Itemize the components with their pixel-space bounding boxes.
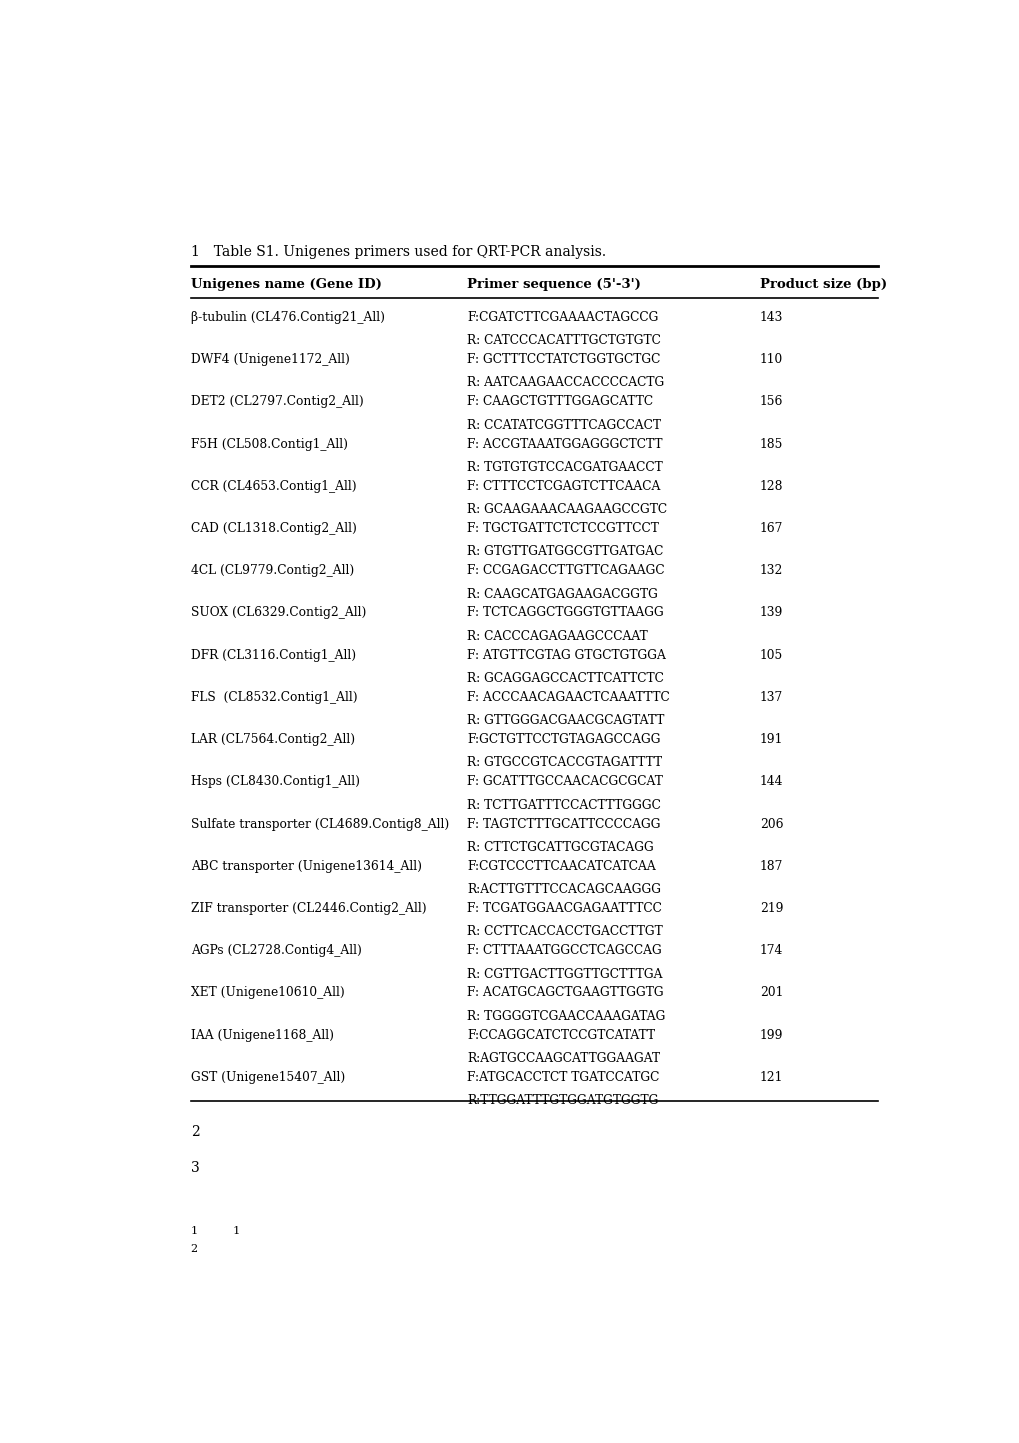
- Text: 137: 137: [759, 691, 783, 704]
- Text: ZIF transporter (CL2446.Contig2_All): ZIF transporter (CL2446.Contig2_All): [191, 902, 426, 915]
- Text: 219: 219: [759, 902, 783, 915]
- Text: F:ATGCACCTCT TGATCCATGC: F:ATGCACCTCT TGATCCATGC: [467, 1071, 659, 1084]
- Text: F:CGTCCCTTCAACATCATCAA: F:CGTCCCTTCAACATCATCAA: [467, 860, 655, 873]
- Text: R: CCTTCACCACCTGACCTTGT: R: CCTTCACCACCTGACCTTGT: [467, 925, 662, 938]
- Text: 128: 128: [759, 481, 783, 494]
- Text: 110: 110: [759, 354, 783, 367]
- Text: R: TGTGTGTCCACGATGAACCT: R: TGTGTGTCCACGATGAACCT: [467, 460, 662, 473]
- Text: R: TGGGGTCGAACCAAAGATAG: R: TGGGGTCGAACCAAAGATAG: [467, 1010, 665, 1023]
- Text: R: CTTCTGCATTGCGTACAGG: R: CTTCTGCATTGCGTACAGG: [467, 841, 653, 854]
- Text: 132: 132: [759, 564, 783, 577]
- Text: R: CATCCCACATTTGCTGTGTC: R: CATCCCACATTTGCTGTGTC: [467, 335, 660, 348]
- Text: Sulfate transporter (CL4689.Contig8_All): Sulfate transporter (CL4689.Contig8_All): [191, 818, 448, 831]
- Text: Primer sequence (5'-3'): Primer sequence (5'-3'): [467, 277, 641, 290]
- Text: 3: 3: [191, 1162, 200, 1175]
- Text: R:TTGGATTTGTGGATGTGGTG: R:TTGGATTTGTGGATGTGGTG: [467, 1094, 658, 1107]
- Text: 206: 206: [759, 818, 783, 831]
- Text: IAA (Unigene1168_All): IAA (Unigene1168_All): [191, 1029, 333, 1042]
- Text: F: TCGATGGAACGAGAATTTCC: F: TCGATGGAACGAGAATTTCC: [467, 902, 661, 915]
- Text: SUOX (CL6329.Contig2_All): SUOX (CL6329.Contig2_All): [191, 606, 366, 619]
- Text: R: CCATATCGGTTTCAGCCACT: R: CCATATCGGTTTCAGCCACT: [467, 418, 660, 431]
- Text: R: GCAAGAAACAAGAAGCCGTC: R: GCAAGAAACAAGAAGCCGTC: [467, 504, 666, 517]
- Text: 185: 185: [759, 437, 783, 450]
- Text: AGPs (CL2728.Contig4_All): AGPs (CL2728.Contig4_All): [191, 944, 362, 957]
- Text: R: GCAGGAGCCACTTCATTCTC: R: GCAGGAGCCACTTCATTCTC: [467, 672, 663, 685]
- Text: β-tubulin (CL476.Contig21_All): β-tubulin (CL476.Contig21_All): [191, 310, 384, 323]
- Text: F:GCTGTTCCTGTAGAGCCAGG: F:GCTGTTCCTGTAGAGCCAGG: [467, 733, 660, 746]
- Text: F: ACCGTAAATGGAGGGCTCTT: F: ACCGTAAATGGAGGGCTCTT: [467, 437, 662, 450]
- Text: F: TAGTCTTTGCATTCCCCAGG: F: TAGTCTTTGCATTCCCCAGG: [467, 818, 660, 831]
- Text: GST (Unigene15407_All): GST (Unigene15407_All): [191, 1071, 344, 1084]
- Text: R: CGTTGACTTGGTTGCTTTGA: R: CGTTGACTTGGTTGCTTTGA: [467, 968, 662, 981]
- Text: F: CAAGCTGTTTGGAGCATTC: F: CAAGCTGTTTGGAGCATTC: [467, 395, 653, 408]
- Text: 105: 105: [759, 649, 783, 662]
- Text: R: CAAGCATGAGAAGACGGTG: R: CAAGCATGAGAAGACGGTG: [467, 587, 657, 600]
- Text: 144: 144: [759, 775, 783, 788]
- Text: F: ATGTTCGTAG GTGCTGTGGA: F: ATGTTCGTAG GTGCTGTGGA: [467, 649, 665, 662]
- Text: 199: 199: [759, 1029, 783, 1042]
- Text: CCR (CL4653.Contig1_All): CCR (CL4653.Contig1_All): [191, 481, 356, 494]
- Text: F: TGCTGATTCTCTCCGTTCCT: F: TGCTGATTCTCTCCGTTCCT: [467, 522, 658, 535]
- Text: DET2 (CL2797.Contig2_All): DET2 (CL2797.Contig2_All): [191, 395, 363, 408]
- Text: R: GTTGGGACGAACGCAGTATT: R: GTTGGGACGAACGCAGTATT: [467, 714, 664, 727]
- Text: R: CACCCAGAGAAGCCCAAT: R: CACCCAGAGAAGCCCAAT: [467, 629, 647, 642]
- Text: 2: 2: [191, 1244, 198, 1254]
- Text: 2: 2: [191, 1126, 200, 1140]
- Text: F: TCTCAGGCTGGGTGTTAAGG: F: TCTCAGGCTGGGTGTTAAGG: [467, 606, 663, 619]
- Text: F: ACCCAACAGAACTCAAATTTC: F: ACCCAACAGAACTCAAATTTC: [467, 691, 669, 704]
- Text: DFR (CL3116.Contig1_All): DFR (CL3116.Contig1_All): [191, 649, 356, 662]
- Text: R:AGTGCCAAGCATTGGAAGAT: R:AGTGCCAAGCATTGGAAGAT: [467, 1052, 660, 1065]
- Text: F:CGATCTTCGAAAACTAGCCG: F:CGATCTTCGAAAACTAGCCG: [467, 310, 658, 323]
- Text: R: TCTTGATTTCCACTTTGGGC: R: TCTTGATTTCCACTTTGGGC: [467, 799, 660, 812]
- Text: XET (Unigene10610_All): XET (Unigene10610_All): [191, 987, 344, 1000]
- Text: 121: 121: [759, 1071, 783, 1084]
- Text: R: GTGTTGATGGCGTTGATGAC: R: GTGTTGATGGCGTTGATGAC: [467, 545, 663, 558]
- Text: F: CTTTAAATGGCCTCAGCCAG: F: CTTTAAATGGCCTCAGCCAG: [467, 944, 661, 957]
- Text: ABC transporter (Unigene13614_All): ABC transporter (Unigene13614_All): [191, 860, 421, 873]
- Text: 143: 143: [759, 310, 783, 323]
- Text: 156: 156: [759, 395, 783, 408]
- Text: 1          1: 1 1: [191, 1227, 239, 1237]
- Text: R: GTGCCGTCACCGTAGATTTT: R: GTGCCGTCACCGTAGATTTT: [467, 756, 662, 769]
- Text: 187: 187: [759, 860, 783, 873]
- Text: F5H (CL508.Contig1_All): F5H (CL508.Contig1_All): [191, 437, 347, 450]
- Text: 139: 139: [759, 606, 783, 619]
- Text: LAR (CL7564.Contig2_All): LAR (CL7564.Contig2_All): [191, 733, 355, 746]
- Text: F: CTTTCCTCGAGTCTTCAACA: F: CTTTCCTCGAGTCTTCAACA: [467, 481, 660, 494]
- Text: Unigenes name (Gene ID): Unigenes name (Gene ID): [191, 277, 381, 290]
- Text: F: GCATTTGCCAACACGCGCAT: F: GCATTTGCCAACACGCGCAT: [467, 775, 662, 788]
- Text: F: CCGAGACCTTGTTCAGAAGC: F: CCGAGACCTTGTTCAGAAGC: [467, 564, 664, 577]
- Text: 191: 191: [759, 733, 783, 746]
- Text: Product size (bp): Product size (bp): [759, 277, 887, 290]
- Text: CAD (CL1318.Contig2_All): CAD (CL1318.Contig2_All): [191, 522, 357, 535]
- Text: Hsps (CL8430.Contig1_All): Hsps (CL8430.Contig1_All): [191, 775, 360, 788]
- Text: 201: 201: [759, 987, 783, 1000]
- Text: F: ACATGCAGCTGAAGTTGGTG: F: ACATGCAGCTGAAGTTGGTG: [467, 987, 663, 1000]
- Text: 1 Table S1. Unigenes primers used for QRT-PCR analysis.: 1 Table S1. Unigenes primers used for QR…: [191, 245, 605, 260]
- Text: R:ACTTGTTTCCACAGCAAGGG: R:ACTTGTTTCCACAGCAAGGG: [467, 883, 660, 896]
- Text: F:CCAGGCATCTCCGTCATATT: F:CCAGGCATCTCCGTCATATT: [467, 1029, 655, 1042]
- Text: 167: 167: [759, 522, 783, 535]
- Text: F: GCTTTCCTATCTGGTGCTGC: F: GCTTTCCTATCTGGTGCTGC: [467, 354, 660, 367]
- Text: DWF4 (Unigene1172_All): DWF4 (Unigene1172_All): [191, 354, 350, 367]
- Text: FLS  (CL8532.Contig1_All): FLS (CL8532.Contig1_All): [191, 691, 357, 704]
- Text: 4CL (CL9779.Contig2_All): 4CL (CL9779.Contig2_All): [191, 564, 354, 577]
- Text: 174: 174: [759, 944, 783, 957]
- Text: R: AATCAAGAACCACCCCACTG: R: AATCAAGAACCACCCCACTG: [467, 377, 664, 390]
